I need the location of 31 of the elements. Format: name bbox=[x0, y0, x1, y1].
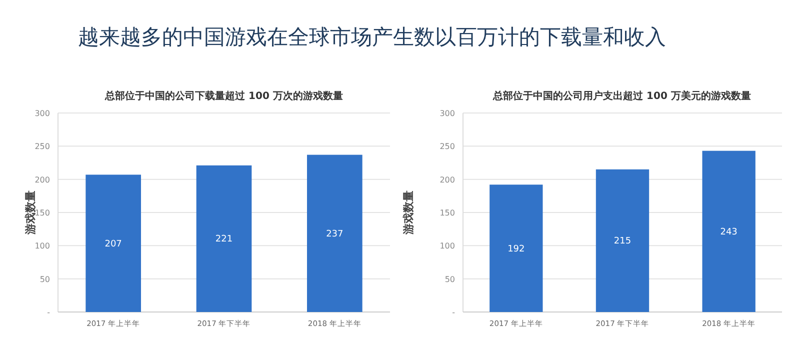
chart-title: 总部位于中国的公司下载量超过 100 万次的游戏数量 bbox=[104, 90, 343, 102]
y-tick-label: 50 bbox=[40, 274, 50, 284]
data-label: 243 bbox=[720, 227, 738, 238]
y-tick-label: 50 bbox=[444, 274, 455, 284]
y-tick-label: 300 bbox=[34, 109, 50, 118]
text: 越来越多的中国游戏在全球市场产生数以百万计的下载量和收入 bbox=[78, 25, 666, 49]
y-tick-label: 250 bbox=[34, 142, 50, 152]
bar bbox=[490, 184, 543, 312]
bar bbox=[307, 154, 362, 312]
y-tick-label: - bbox=[47, 308, 50, 317]
y-tick-label: 150 bbox=[34, 208, 50, 218]
bar bbox=[596, 169, 650, 312]
data-label: 221 bbox=[215, 234, 233, 245]
y-tick-label: - bbox=[452, 308, 456, 317]
y-tick-label: 200 bbox=[440, 175, 455, 184]
bar bbox=[196, 165, 252, 312]
y-tick-label: 150 bbox=[440, 208, 455, 218]
bar bbox=[702, 150, 756, 312]
y-tick-label: 100 bbox=[34, 242, 50, 251]
data-label: 192 bbox=[508, 244, 525, 254]
y-axis-title: 游戏数量 bbox=[402, 190, 415, 236]
y-tick-label: 250 bbox=[440, 142, 455, 152]
data-label: 215 bbox=[614, 236, 632, 247]
y-tick-label: 100 bbox=[440, 242, 455, 251]
chart-title: 总部位于中国的公司用户支出超过 100 万美元的游戏数量 bbox=[492, 90, 751, 102]
y-tick-label: 300 bbox=[440, 109, 455, 118]
y-axis-title: 游戏数量 bbox=[24, 190, 37, 236]
bar bbox=[86, 174, 141, 312]
data-label: 237 bbox=[326, 229, 344, 240]
data-label: 207 bbox=[104, 239, 122, 250]
y-tick-label: 200 bbox=[34, 175, 50, 184]
